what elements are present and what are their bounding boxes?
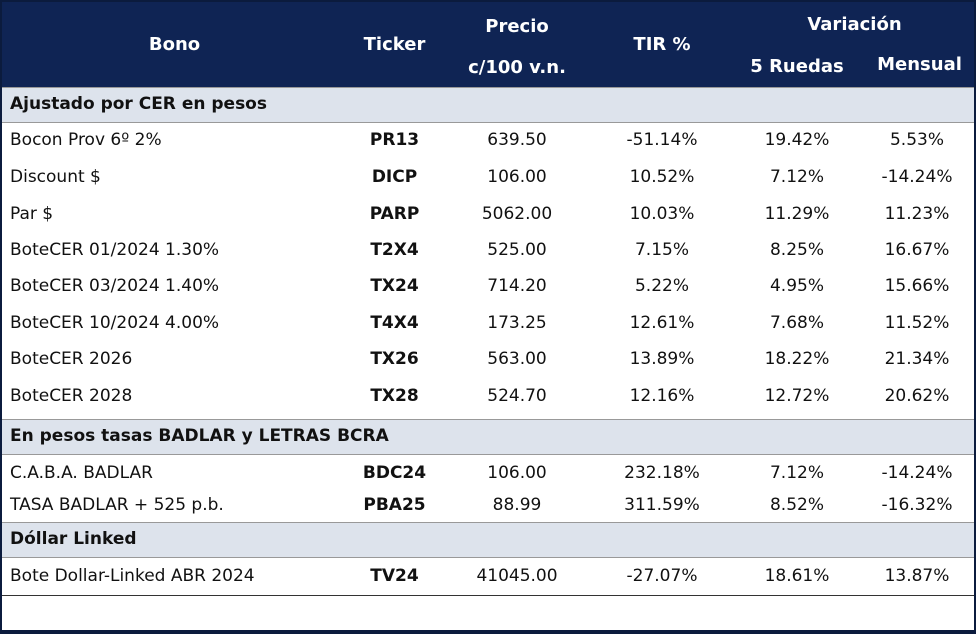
header-ruedas: 5 Ruedas [750, 56, 844, 77]
cell-ticker: BDC24 [362, 463, 427, 483]
table-header: Bono Ticker Precio c/100 v.n. TIR % Vari… [2, 2, 974, 87]
cell-ticker: T4X4 [370, 313, 419, 333]
cell-ruedas: 7.68% [769, 313, 824, 333]
cell-ticker: TX26 [370, 349, 419, 369]
cell-bono: TASA BADLAR + 525 p.b. [10, 495, 224, 515]
cell-precio: 106.00 [487, 463, 547, 483]
data-row: Bocon Prov 6º 2% PR13 639.50 -51.14% 19.42% 5… [2, 124, 974, 158]
data-row: C.A.B.A. BADLAR BDC24 106.00 232.18% 7.12% -1… [2, 457, 974, 491]
header-precio: Precio [485, 16, 549, 37]
cell-ruedas: 11.29% [764, 204, 830, 224]
cell-precio: 639.50 [487, 130, 547, 150]
cell-ticker: TX28 [370, 386, 419, 406]
header-mensual: Mensual [877, 54, 962, 75]
cell-ruedas: 18.22% [764, 349, 830, 369]
cell-tir: -27.07% [626, 566, 698, 586]
cell-precio: 525.00 [487, 240, 547, 260]
data-row: Discount $ DICP 106.00 10.52% 7.12% -14.24% [2, 161, 974, 195]
cell-ruedas: 8.52% [769, 495, 824, 515]
section-title: Dóllar Linked [10, 529, 137, 549]
cell-ruedas: 8.25% [769, 240, 824, 260]
section-row: En pesos tasas BADLAR y LETRAS BCRA [2, 419, 974, 455]
data-row: TASA BADLAR + 525 p.b. PBA25 88.99 311.59% 8… [2, 489, 974, 523]
section-row: Ajustado por CER en pesos [2, 87, 974, 123]
cell-precio: 173.25 [487, 313, 547, 333]
cell-ruedas: 18.61% [764, 566, 830, 586]
cell-ruedas: 19.42% [764, 130, 830, 150]
header-bono: Bono [148, 34, 201, 55]
data-row: BoteCER 03/2024 1.40% TX24 714.20 5.22% 4.95… [2, 270, 974, 304]
cell-bono: Discount $ [10, 167, 101, 187]
data-row: Bote Dollar-Linked ABR 2024 TV24 41045.00 -… [2, 560, 974, 594]
cell-tir: 12.16% [629, 386, 695, 406]
cell-precio: 524.70 [487, 386, 547, 406]
cell-tir: 12.61% [629, 313, 695, 333]
data-row: BoteCER 2028 TX28 524.70 12.16% 12.72% 20.62% [2, 380, 974, 414]
cell-bono: BoteCER 03/2024 1.40% [10, 276, 220, 296]
cell-ruedas: 7.12% [769, 463, 824, 483]
cell-precio: 41045.00 [476, 566, 558, 586]
header-variacion: Variación [807, 14, 902, 35]
cell-bono: BoteCER 01/2024 1.30% [10, 240, 220, 260]
data-row: Par $ PARP 5062.00 10.03% 11.29% 11.23% [2, 198, 974, 232]
cell-mensual: 13.87% [884, 566, 950, 586]
cell-tir: 5.22% [634, 276, 689, 296]
cell-ticker: T2X4 [370, 240, 419, 260]
cell-precio: 106.00 [487, 167, 547, 187]
cell-mensual: -14.24% [881, 167, 953, 187]
cell-bono: BoteCER 2028 [10, 386, 133, 406]
cell-tir: 232.18% [624, 463, 700, 483]
section-title: Ajustado por CER en pesos [10, 94, 267, 114]
cell-mensual: -14.24% [881, 463, 953, 483]
cell-tir: 10.03% [629, 204, 695, 224]
cell-precio: 88.99 [492, 495, 542, 515]
cell-mensual: 16.67% [884, 240, 950, 260]
cell-bono: Par $ [10, 204, 54, 224]
data-row: BoteCER 10/2024 4.00% T4X4 173.25 12.61% 7.6… [2, 307, 974, 341]
section-title: En pesos tasas BADLAR y LETRAS BCRA [10, 426, 389, 446]
cell-tir: 10.52% [629, 167, 695, 187]
cell-mensual: -16.32% [881, 495, 953, 515]
cell-mensual: 5.53% [889, 130, 944, 150]
header-precio-sub: c/100 v.n. [468, 57, 566, 78]
cell-mensual: 15.66% [884, 276, 950, 296]
cell-mensual: 11.23% [884, 204, 950, 224]
cell-bono: C.A.B.A. BADLAR [10, 463, 153, 483]
cell-ticker: PBA25 [363, 495, 426, 515]
empty-row [2, 595, 974, 633]
section-row: Dóllar Linked [2, 522, 974, 558]
cell-bono: Bote Dollar-Linked ABR 2024 [10, 566, 255, 586]
cell-tir: 7.15% [634, 240, 689, 260]
cell-ticker: PARP [369, 204, 420, 224]
cell-precio: 563.00 [487, 349, 547, 369]
cell-ticker: TV24 [370, 566, 419, 586]
cell-ruedas: 7.12% [769, 167, 824, 187]
cell-mensual: 11.52% [884, 313, 950, 333]
header-tir: TIR % [633, 34, 691, 55]
data-row: BoteCER 2026 TX26 563.00 13.89% 18.22% 21.34% [2, 343, 974, 377]
cell-ticker: DICP [371, 167, 418, 187]
cell-ticker: TX24 [370, 276, 419, 296]
cell-tir: 13.89% [629, 349, 695, 369]
cell-tir: -51.14% [626, 130, 698, 150]
cell-mensual: 20.62% [884, 386, 950, 406]
cell-precio: 5062.00 [481, 204, 553, 224]
cell-bono: BoteCER 10/2024 4.00% [10, 313, 220, 333]
header-ticker: Ticker [363, 34, 426, 55]
cell-ruedas: 4.95% [769, 276, 824, 296]
cell-ticker: PR13 [369, 130, 420, 150]
cell-bono: BoteCER 2026 [10, 349, 133, 369]
cell-precio: 714.20 [487, 276, 547, 296]
cell-bono: Bocon Prov 6º 2% [10, 130, 162, 150]
data-row: BoteCER 01/2024 1.30% T2X4 525.00 7.15% 8.25… [2, 234, 974, 268]
cell-ruedas: 12.72% [764, 386, 830, 406]
cell-mensual: 21.34% [884, 349, 950, 369]
cell-tir: 311.59% [624, 495, 700, 515]
